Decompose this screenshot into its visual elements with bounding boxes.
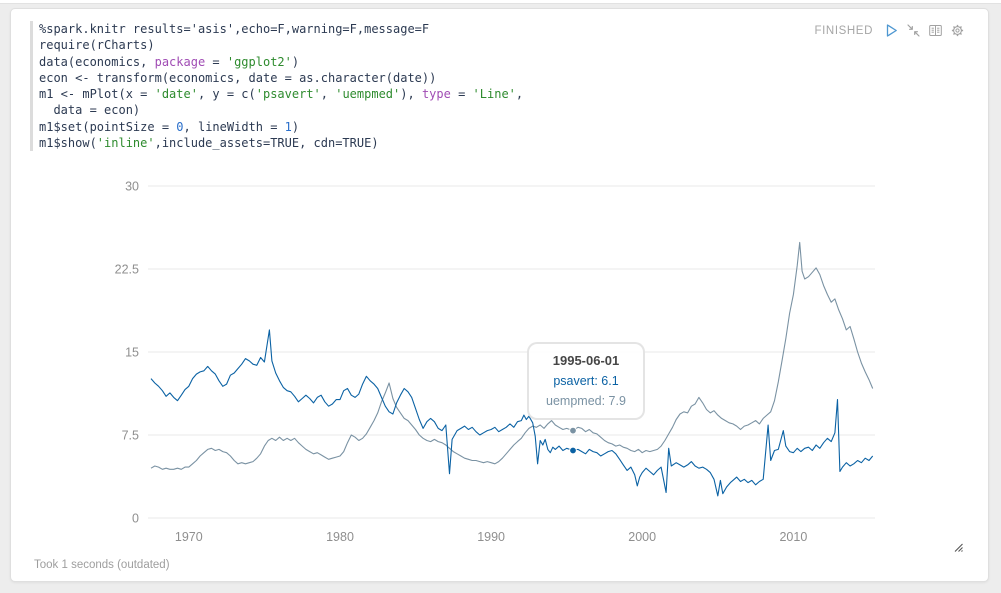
- code-line: m1$show('inline',include_assets=TRUE, cd…: [39, 136, 379, 151]
- paragraph-card: [10, 8, 989, 582]
- y-axis-tick-label: 0: [132, 512, 139, 526]
- x-axis-tick-label: 1980: [326, 530, 354, 544]
- x-axis-tick-label: 1970: [175, 530, 203, 544]
- settings-gear-icon[interactable]: [950, 23, 965, 38]
- previous-paragraph-edge: [0, 0, 1001, 4]
- paragraph-status-bar: FINISHED: [815, 23, 965, 38]
- book-output-icon[interactable]: [928, 23, 943, 38]
- code-line: data = econ): [39, 103, 141, 118]
- code-line: require(rCharts): [39, 38, 155, 53]
- x-axis-tick-label: 2000: [628, 530, 656, 544]
- code-line: m1$set(pointSize = 0, lineWidth = 1): [39, 119, 300, 134]
- code-line: data(economics, package = 'ggplot2'): [39, 54, 300, 69]
- hover-dot-psavert: [569, 446, 577, 455]
- y-axis-tick-label: 30: [125, 180, 139, 194]
- y-axis-tick-label: 15: [125, 346, 139, 360]
- series-line-psavert: [150, 329, 874, 497]
- x-axis-tick-label: 2010: [779, 530, 807, 544]
- resize-handle-icon[interactable]: [950, 539, 966, 555]
- status-badge: FINISHED: [814, 24, 873, 37]
- code-line: m1 <- mPlot(x = 'date', y = c('psavert',…: [39, 87, 524, 102]
- series-line-uempmed: [150, 241, 874, 470]
- y-axis-tick-label: 7.5: [122, 429, 139, 443]
- x-axis-tick-label: 1990: [477, 530, 505, 544]
- y-axis-tick-label: 22.5: [115, 263, 139, 277]
- code-line: %spark.knitr results='asis',echo=F,warni…: [39, 22, 430, 36]
- execution-time-text: Took 1 seconds (outdated): [34, 559, 170, 571]
- run-play-icon[interactable]: [884, 23, 899, 38]
- code-line: econ <- transform(economics, date = as.c…: [39, 70, 437, 85]
- hover-dot-uempmed: [569, 426, 577, 435]
- shrink-paragraph-icon[interactable]: [906, 23, 921, 38]
- code-editor[interactable]: %spark.knitr results='asis',echo=F,warni…: [30, 21, 524, 152]
